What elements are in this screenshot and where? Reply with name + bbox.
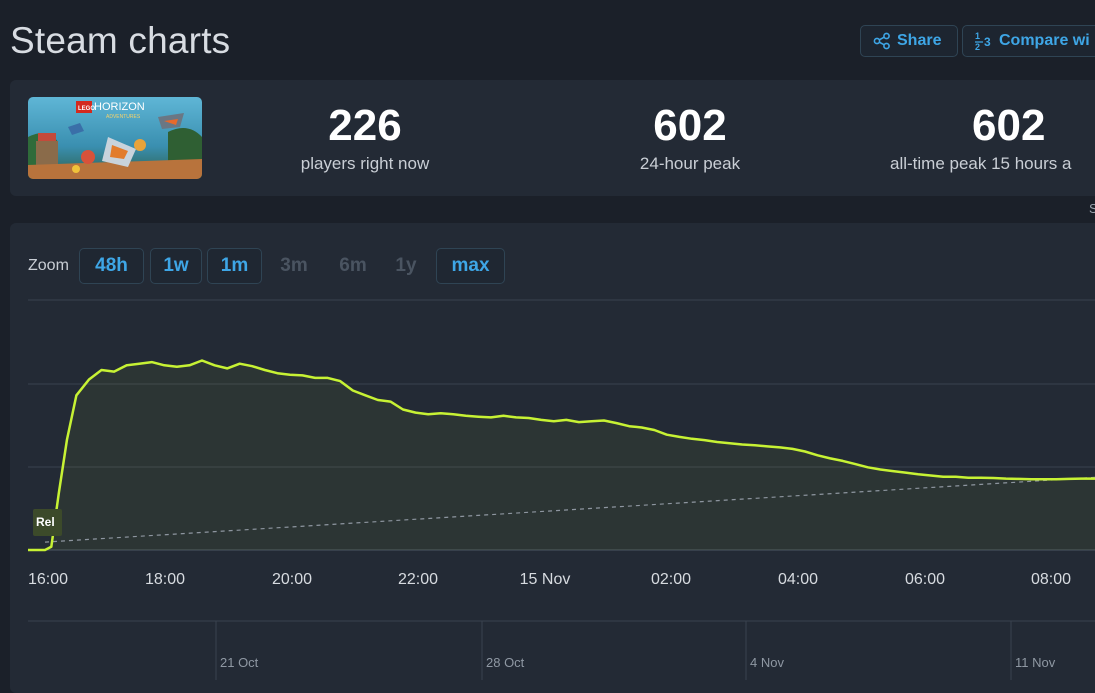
navigator-bar[interactable]: 21 Oct 28 Oct 4 Nov 11 Nov [28,620,1095,680]
adventures-logo-text: ADVENTURES [106,114,141,120]
x-tick-label: 20:00 [272,571,312,588]
stat-players-now: 226 players right now [285,100,445,174]
share-icon [873,32,890,50]
chart-card [10,223,1095,693]
svg-text:3: 3 [984,35,991,49]
top-bar: Steam charts Share 1 2 3 Compare wi [0,0,1095,78]
share-button[interactable]: Share [860,25,958,57]
alltime-peak-value: 602 [972,101,1046,150]
x-axis-ticks: 16:00 18:00 20:00 22:00 15 Nov 02:00 04:00 06:0… [28,571,1071,588]
stat-24h-peak: 602 24-hour peak [610,100,770,174]
x-tick-label: 06:00 [905,571,945,588]
x-tick-label: 04:00 [778,571,818,588]
player-count-area [28,360,1095,550]
navigator-label: 4 Nov [750,655,784,670]
release-marker[interactable]: Rel [33,509,62,536]
zoom-1y-button: 1y [395,255,417,276]
x-tick-label: 18:00 [145,571,185,588]
share-label: Share [897,32,942,49]
navigator-label: 11 Nov [1015,655,1056,670]
compare-button[interactable]: 1 2 3 Compare wi [962,25,1095,57]
zoom-label: Zoom [28,257,69,274]
svg-text:1: 1 [975,31,980,41]
compare-icon: 1 2 3 [975,31,991,51]
x-tick-label: 22:00 [398,571,438,588]
x-tick-label: 16:00 [28,571,68,588]
navigator-label: 28 Oct [486,655,525,670]
chart-gridlines [28,299,1095,551]
compare-label: Compare wi [999,32,1090,49]
x-tick-label: 02:00 [651,571,691,588]
x-tick-label: 15 Nov [520,571,571,588]
x-tick-label: 08:00 [1031,571,1071,588]
zoom-3m-button: 3m [280,255,308,276]
player-count-series [28,359,1095,552]
navigator-label: 21 Oct [220,655,259,670]
stat-alltime-peak: 602 all-time peak 15 hours a [890,100,1095,174]
horizon-logo-text: HORIZON [94,101,145,113]
peak-24h-value: 602 [653,101,727,150]
zoom-1w-button[interactable]: 1w [150,248,202,284]
stats-card: LEGO HORIZON ADVENTURES 226 players righ… [10,80,1095,196]
zoom-max-button[interactable]: max [436,248,505,284]
peak-24h-label: 24-hour peak [639,154,741,173]
page-title: Steam charts [10,20,231,61]
release-marker-label: Rel [36,515,55,529]
lego-logo-text: LEGO [78,106,95,112]
zoom-48h-button[interactable]: 48h [79,248,144,284]
game-thumbnail[interactable]: LEGO HORIZON ADVENTURES [28,97,202,179]
alltime-peak-label: all-time peak 15 hours a [890,154,1072,173]
players-now-label: players right now [300,154,430,173]
zoom-6m-button: 6m [339,255,367,276]
edge-glyph: S [1089,201,1095,216]
players-now-value: 226 [328,101,402,150]
svg-text:2: 2 [975,42,980,51]
zoom-1m-button[interactable]: 1m [207,248,262,284]
